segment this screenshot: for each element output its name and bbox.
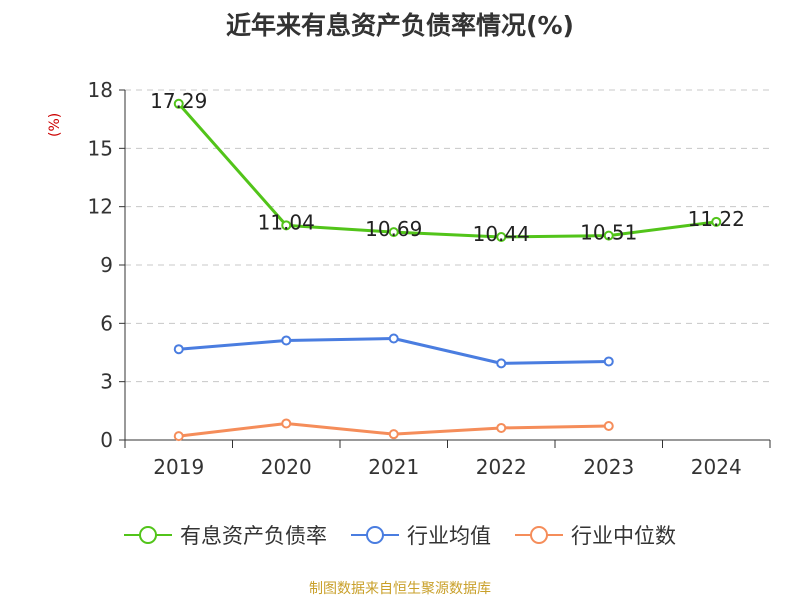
data-label: 10.69 <box>365 217 422 241</box>
legend-label-industry-mean: 行业均值 <box>407 524 491 548</box>
legend-marker-industry-mean <box>351 526 399 544</box>
data-label: 10.44 <box>473 222 530 246</box>
y-tick-label: 6 <box>100 311 113 335</box>
data-point <box>281 335 292 346</box>
y-tick-label: 15 <box>88 136 113 160</box>
data-point <box>711 216 722 227</box>
x-tick-label: 2019 <box>153 455 204 479</box>
data-point <box>388 333 399 344</box>
x-tick-label: 2021 <box>368 455 419 479</box>
data-label: 17.29 <box>150 89 207 113</box>
x-tick-label: 2020 <box>261 455 312 479</box>
legend-item-debt-ratio[interactable]: 有息资产负债率 <box>124 520 327 550</box>
y-tick-label: 0 <box>100 428 113 452</box>
y-tick-label: 3 <box>100 370 113 394</box>
data-point <box>281 418 292 429</box>
legend: 有息资产负债率 行业均值 行业中位数 <box>0 520 800 550</box>
data-point <box>496 358 507 369</box>
legend-marker-industry-median <box>515 526 563 544</box>
data-point <box>173 344 184 355</box>
data-point <box>173 431 184 442</box>
data-point <box>603 356 614 367</box>
data-point <box>496 232 507 242</box>
y-tick-label: 12 <box>88 195 113 219</box>
legend-label-industry-median: 行业中位数 <box>571 524 676 548</box>
data-point <box>603 421 614 431</box>
legend-item-industry-mean[interactable]: 行业均值 <box>351 520 491 550</box>
data-point <box>388 227 399 238</box>
data-label: 11.04 <box>258 210 315 234</box>
data-point <box>603 230 614 241</box>
y-tick-label: 9 <box>100 253 113 277</box>
legend-item-industry-median[interactable]: 行业中位数 <box>515 520 676 550</box>
x-tick-label: 2024 <box>691 455 742 479</box>
data-label: 10.51 <box>580 221 637 245</box>
series-line-debt_ratio <box>177 102 717 239</box>
source-note: 制图数据来自恒生聚源数据库 <box>309 581 491 597</box>
y-tick-label: 18 <box>88 78 113 102</box>
legend-label-debt-ratio: 有息资产负债率 <box>180 524 327 548</box>
legend-marker-debt-ratio <box>124 526 172 544</box>
x-tick-label: 2023 <box>583 455 634 479</box>
data-point <box>281 220 292 231</box>
data-point <box>388 429 399 440</box>
data-point <box>496 422 507 433</box>
x-tick-label: 2022 <box>476 455 527 479</box>
data-point <box>173 98 184 109</box>
chart-title: 近年来有息资产负债率情况(%) <box>226 11 574 40</box>
data-label: 11.22 <box>688 207 745 231</box>
